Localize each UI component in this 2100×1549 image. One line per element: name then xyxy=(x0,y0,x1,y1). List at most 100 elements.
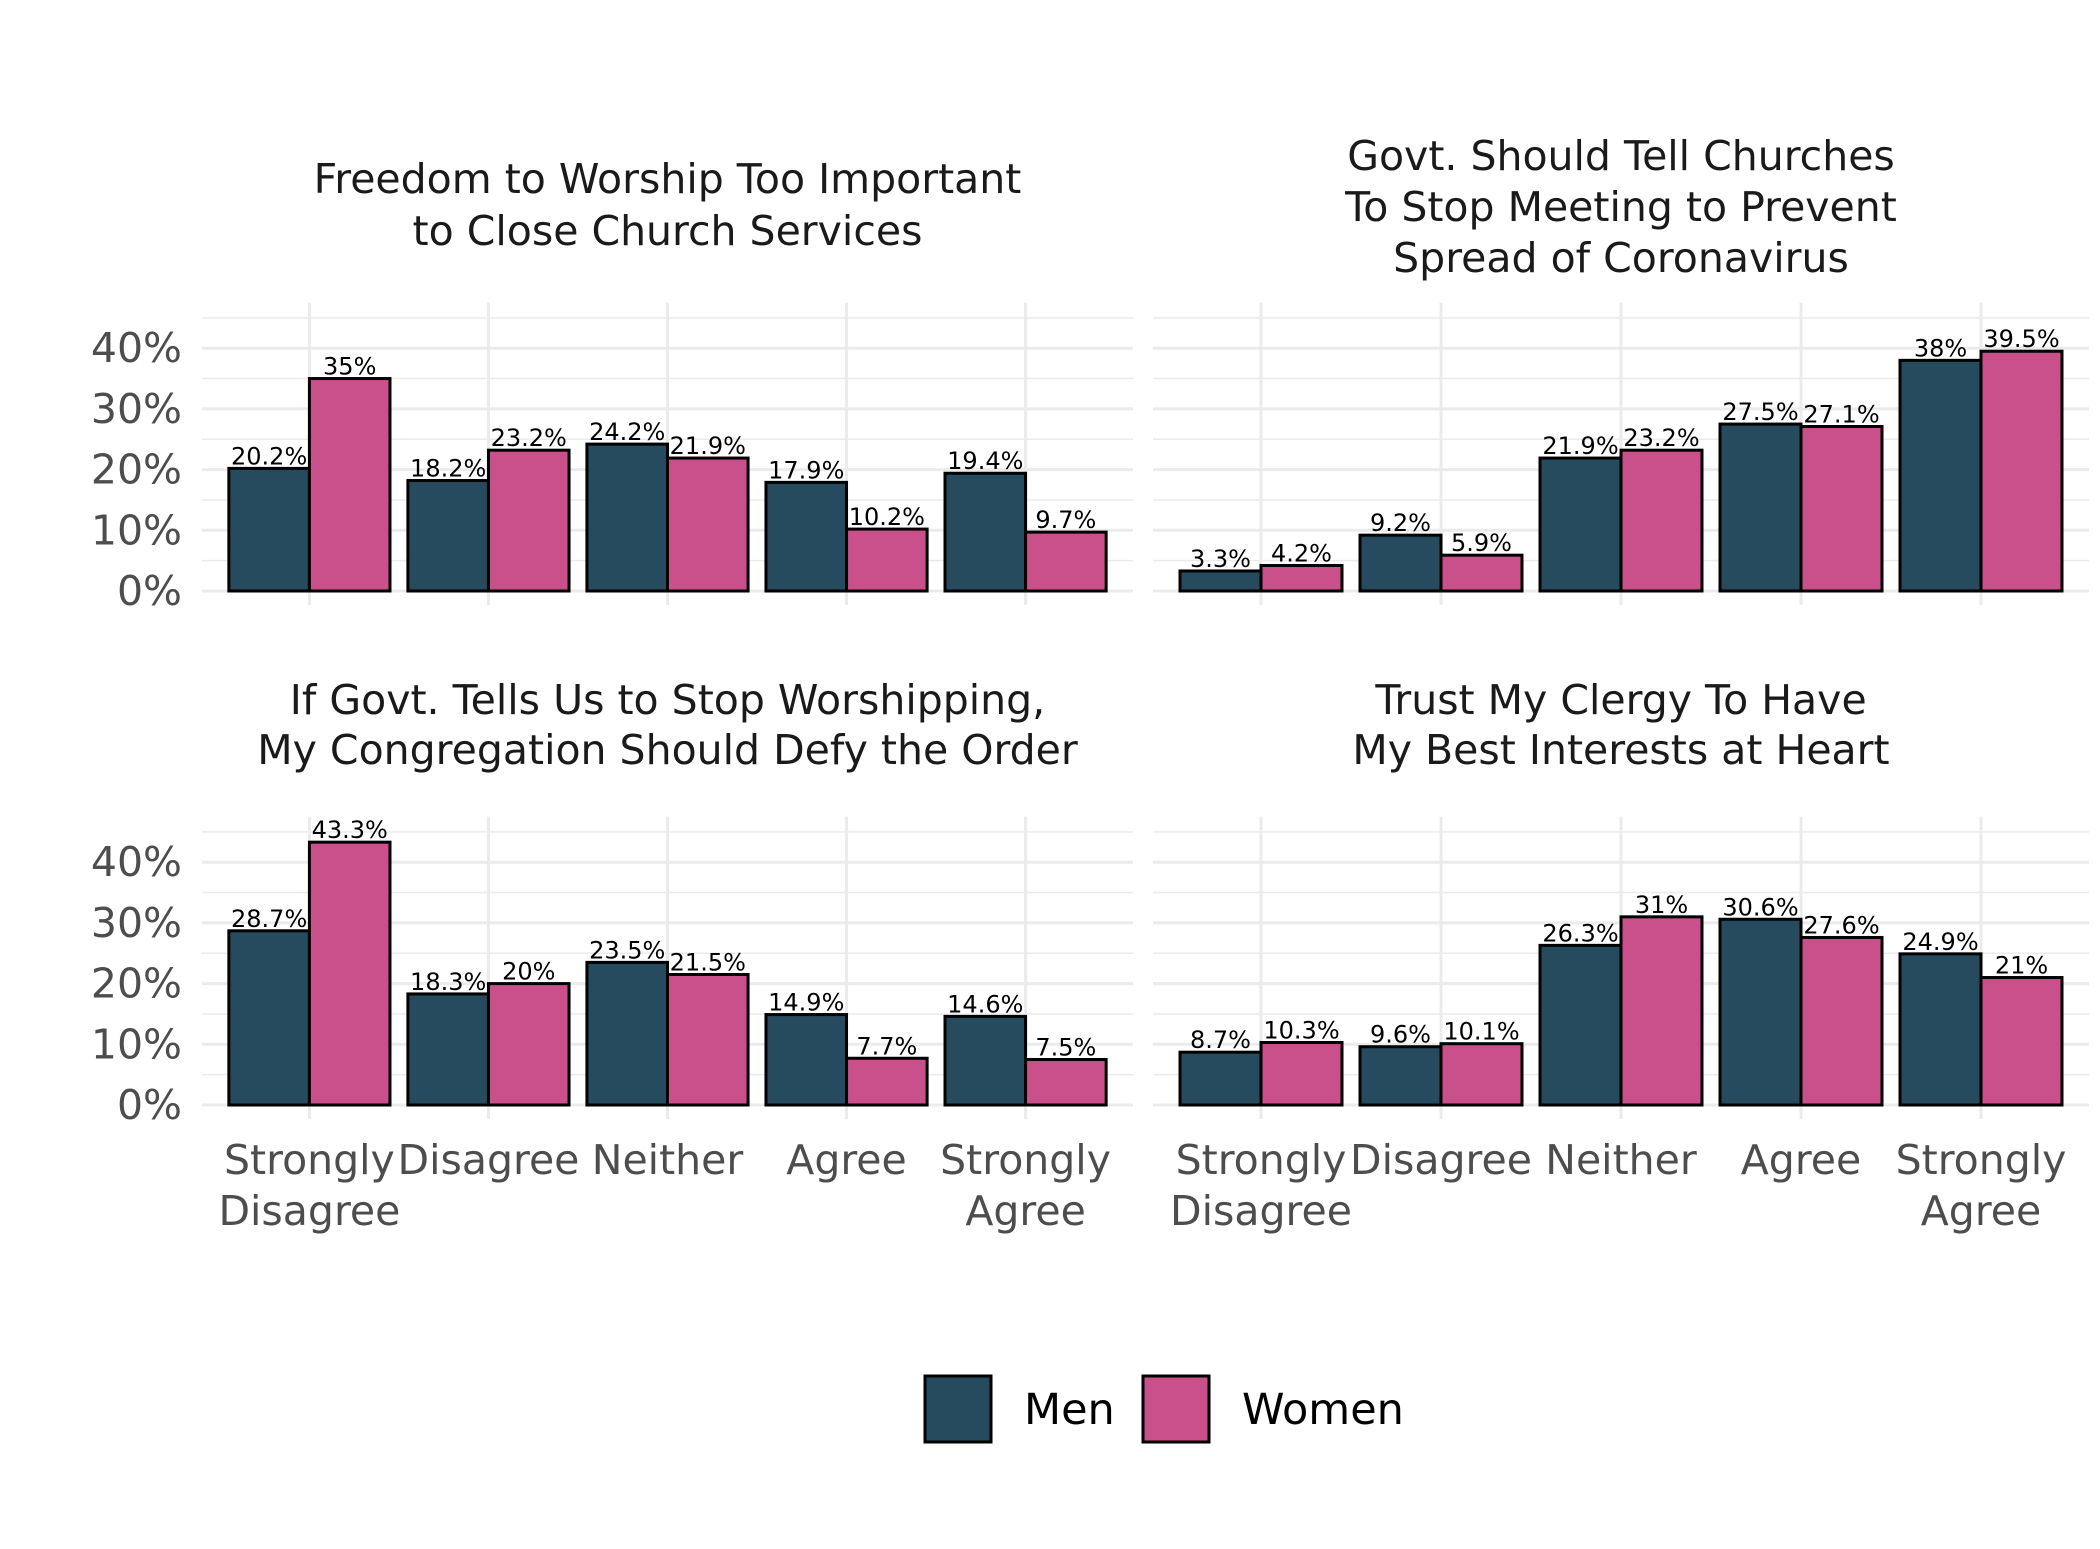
bar-value-label: 31% xyxy=(1635,891,1688,919)
bar-value-label: 20% xyxy=(502,958,555,986)
bar-value-label: 9.7% xyxy=(1035,506,1096,534)
x-category-label: Strongly xyxy=(1176,1136,1347,1184)
bar-men xyxy=(1898,952,1983,1107)
bar-women xyxy=(486,448,571,593)
panel-title-line: My Best Interests at Heart xyxy=(1352,726,1889,774)
y-tick-label: 40% xyxy=(91,838,182,886)
bar-women xyxy=(307,377,392,593)
bar-men xyxy=(227,929,311,1107)
bar-men xyxy=(585,960,669,1107)
bar-men xyxy=(764,1013,849,1107)
x-category-label: Agree xyxy=(1741,1136,1861,1184)
y-tick-label: 10% xyxy=(91,506,182,554)
bar-women xyxy=(1799,425,1884,593)
bar-value-label: 24.9% xyxy=(1902,928,1978,956)
bar-value-label: 38% xyxy=(1914,334,1967,362)
bar-women xyxy=(1024,1057,1108,1107)
bar-value-label: 10.1% xyxy=(1443,1018,1519,1046)
bar-value-label: 27.5% xyxy=(1722,398,1798,426)
y-tick-label: 0% xyxy=(117,567,182,615)
y-tick-label: 40% xyxy=(91,324,182,372)
bar-value-label: 28.7% xyxy=(231,905,307,933)
bar-women xyxy=(1799,935,1884,1107)
panel-title-line: to Close Church Services xyxy=(413,207,923,255)
y-tick-label: 30% xyxy=(91,385,182,433)
bar-value-label: 20.2% xyxy=(231,442,307,470)
x-category-label: Neither xyxy=(1545,1136,1697,1184)
y-tick-label: 20% xyxy=(91,960,182,1008)
bar-women xyxy=(1619,915,1704,1107)
bar-women xyxy=(1979,976,2064,1107)
x-category-label: Disagree xyxy=(218,1187,400,1235)
bar-value-label: 10.2% xyxy=(849,503,925,531)
bar-women xyxy=(1619,448,1704,593)
x-category-label: Strongly xyxy=(1896,1136,2067,1184)
panel-title-line: Govt. Should Tell Churches xyxy=(1347,132,1895,180)
bar-value-label: 9.6% xyxy=(1370,1021,1431,1049)
bar-value-label: 4.2% xyxy=(1271,540,1332,568)
bar-value-label: 14.9% xyxy=(768,989,844,1017)
bar-value-label: 26.3% xyxy=(1542,919,1618,947)
bar-men xyxy=(1538,943,1623,1107)
panel-title-line: Trust My Clergy To Have xyxy=(1374,676,1866,724)
bar-value-label: 21% xyxy=(1995,952,2048,980)
x-category-label: Disagree xyxy=(1170,1187,1352,1235)
bar-value-label: 5.9% xyxy=(1451,529,1512,557)
x-category-label: Agree xyxy=(1921,1187,2041,1235)
bar-men xyxy=(764,480,849,593)
bar-women xyxy=(1259,564,1344,593)
bar-value-label: 35% xyxy=(323,353,376,381)
bar-men xyxy=(1178,569,1263,593)
y-tick-label: 0% xyxy=(117,1081,182,1129)
bar-women xyxy=(845,527,929,593)
x-category-label: Agree xyxy=(786,1136,906,1184)
panel-title-line: If Govt. Tells Us to Stop Worshipping, xyxy=(290,676,1045,724)
chart-legend: Men Women xyxy=(923,1374,1404,1444)
panel-1: 0% 10% 20% 30% 40% Freedom to Worship Too Imp… xyxy=(91,155,1133,615)
bar-men xyxy=(1718,422,1803,593)
bar-value-label: 23.2% xyxy=(491,424,567,452)
chart-panels: 0% 10% 20% 30% 40% Freedom to Worship Too Imp… xyxy=(91,132,2089,1235)
bar-men xyxy=(585,442,669,593)
panel-title-line: My Congregation Should Defy the Order xyxy=(257,726,1078,774)
y-tick-label: 10% xyxy=(91,1020,182,1068)
bar-women xyxy=(307,840,392,1107)
bar-men xyxy=(1898,358,1983,593)
bar-value-label: 17.9% xyxy=(768,456,844,484)
bar-men xyxy=(1178,1050,1263,1107)
bar-men xyxy=(1718,917,1803,1107)
bar-men xyxy=(1538,456,1623,593)
y-tick-label: 20% xyxy=(91,446,182,494)
bar-value-label: 30.6% xyxy=(1722,893,1798,921)
bar-men xyxy=(1358,533,1443,593)
bar-men xyxy=(227,466,311,593)
bar-men xyxy=(943,1014,1028,1107)
bar-value-label: 24.2% xyxy=(589,418,665,446)
legend-label-men: Men xyxy=(1024,1385,1115,1435)
bar-value-label: 23.2% xyxy=(1623,424,1699,452)
x-category-label: Strongly xyxy=(224,1136,395,1184)
bar-value-label: 8.7% xyxy=(1190,1026,1251,1054)
panel-title-line: Freedom to Worship Too Important xyxy=(314,155,1022,203)
y-tick-label: 30% xyxy=(91,899,182,947)
bar-men xyxy=(1358,1045,1443,1107)
x-category-label: Strongly xyxy=(940,1136,1111,1184)
bar-value-label: 39.5% xyxy=(1983,325,2059,353)
bar-value-label: 23.5% xyxy=(589,936,665,964)
panel-title-line: Spread of Coronavirus xyxy=(1393,234,1849,282)
bar-men xyxy=(406,479,490,593)
bar-women xyxy=(1439,1042,1524,1107)
bar-value-label: 10.3% xyxy=(1263,1016,1339,1044)
panel-3: 0% 10% 20% 30% 40% If Govt. Tells Us to Stop … xyxy=(91,676,1133,1235)
bar-women xyxy=(1439,553,1524,593)
x-category-label: Neither xyxy=(592,1136,744,1184)
bar-value-label: 7.7% xyxy=(856,1032,917,1060)
bar-women xyxy=(1024,530,1108,593)
bar-men xyxy=(406,992,490,1107)
bar-value-label: 18.3% xyxy=(410,968,486,996)
panel-title-line: To Stop Meeting to Prevent xyxy=(1344,183,1897,231)
bar-men xyxy=(943,471,1028,593)
